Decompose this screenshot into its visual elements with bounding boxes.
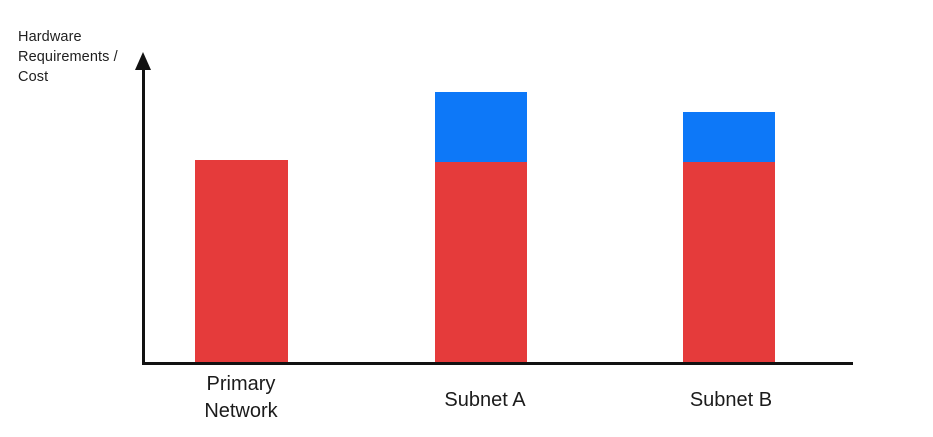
bar-subnet-b-red-segment (683, 162, 775, 362)
bar-subnet-a-red-segment (435, 162, 527, 362)
category-label-subnet-a: Subnet A (444, 389, 526, 411)
y-axis-line (142, 58, 145, 365)
bar-subnet-a-blue-segment (435, 92, 527, 162)
bar-primary-network-red-segment (195, 160, 288, 362)
category-label-primary-network: Primary Network (204, 373, 278, 422)
category-label-subnet-b: Subnet B (689, 389, 773, 411)
x-axis-line (142, 362, 853, 365)
bar-subnet-b-blue-segment (683, 112, 775, 162)
y-axis-label: Hardware Requirements / Cost (18, 29, 118, 85)
